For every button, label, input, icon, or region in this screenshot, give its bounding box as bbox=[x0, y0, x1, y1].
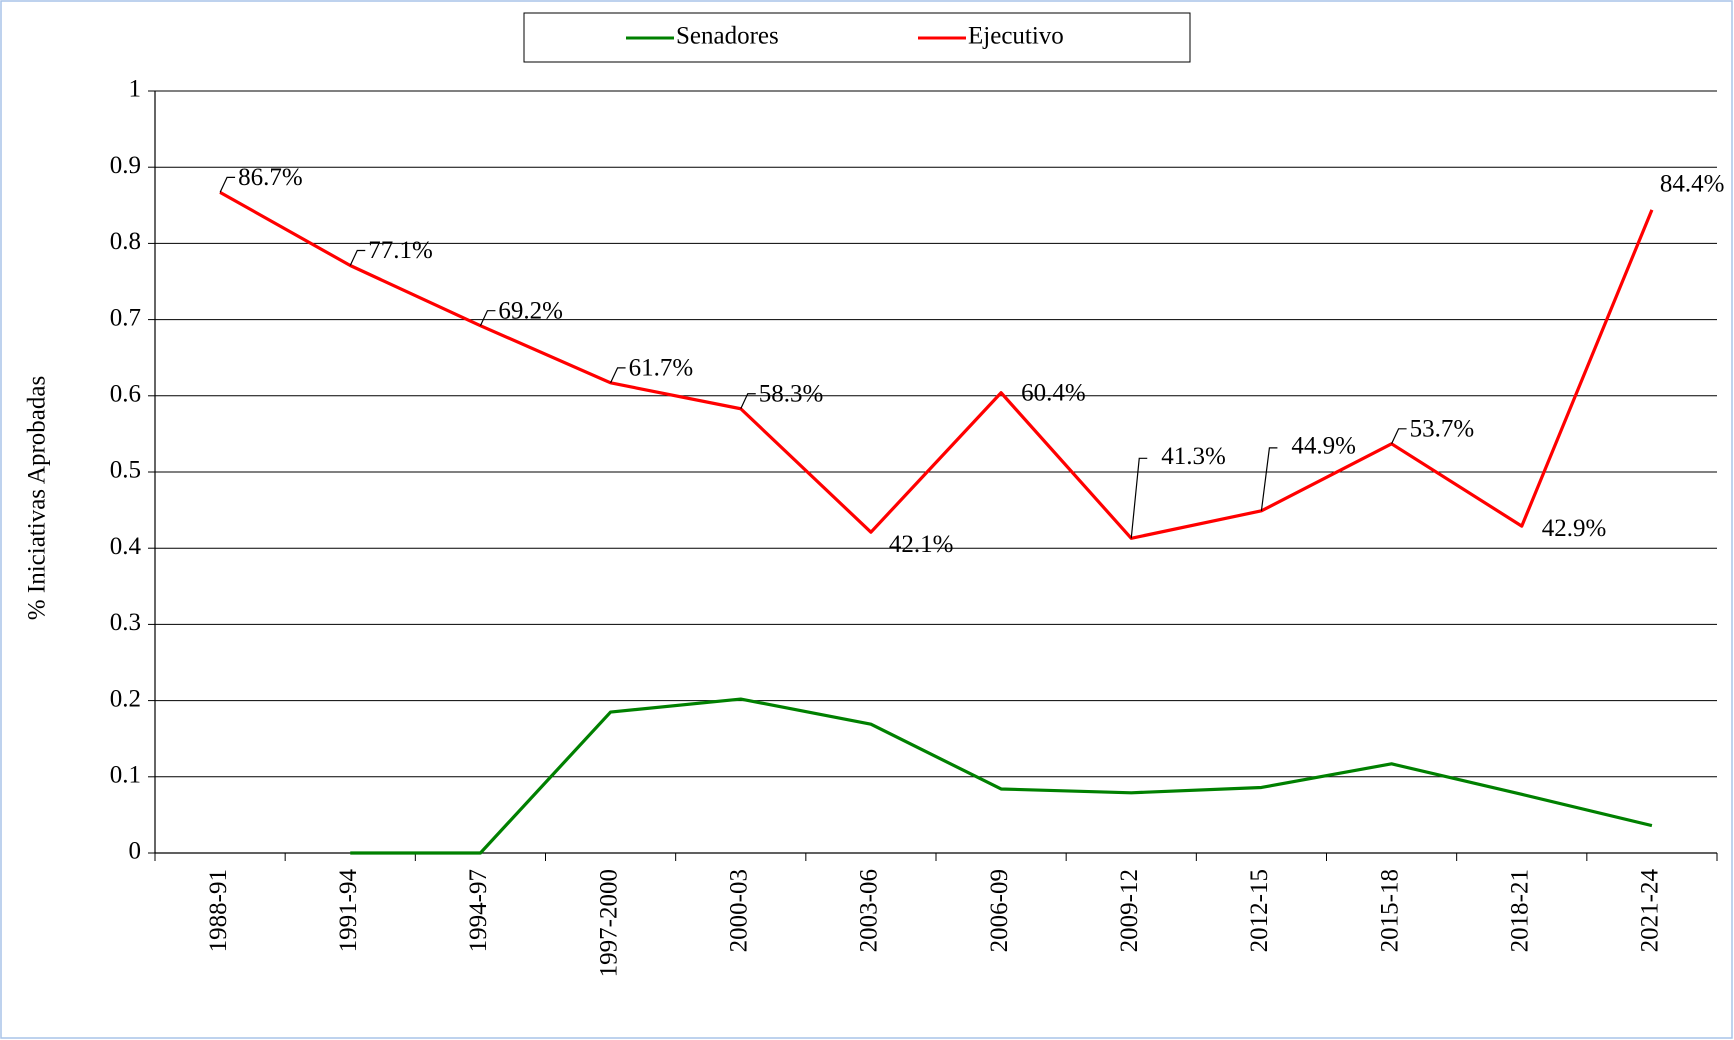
leader-line bbox=[1391, 428, 1407, 445]
data-label: 77.1% bbox=[368, 237, 433, 264]
x-tick-label: 2015-18 bbox=[1376, 869, 1403, 952]
leader-line bbox=[219, 176, 236, 193]
y-tick-label: 0.6 bbox=[110, 381, 141, 408]
line bbox=[219, 190, 1654, 540]
data-label: 41.3% bbox=[1161, 443, 1226, 470]
y-tick-label: 0.1 bbox=[110, 762, 141, 789]
leader-line bbox=[740, 393, 756, 410]
x-tick-label: 2012-15 bbox=[1246, 869, 1273, 952]
data-label: 42.9% bbox=[1542, 515, 1607, 542]
data-label: 60.4% bbox=[1021, 379, 1086, 406]
y-tick-label: 0.3 bbox=[110, 609, 141, 636]
x-tick-label: 2018-21 bbox=[1506, 869, 1533, 952]
y-tick-label: 0.4 bbox=[110, 533, 142, 560]
leader-line bbox=[610, 367, 626, 384]
x-tick-label: 2021-24 bbox=[1637, 869, 1664, 953]
data-label: 84.4% bbox=[1660, 171, 1725, 198]
leader-line bbox=[349, 249, 366, 266]
legend-label: Ejecutivo bbox=[968, 23, 1064, 50]
y-axis-label: % Iniciativas Aprobadas bbox=[24, 376, 51, 620]
legend-box bbox=[523, 12, 1191, 63]
data-label: 86.7% bbox=[238, 164, 303, 191]
y-tick-label: 0.7 bbox=[110, 304, 141, 331]
data-label: 42.1% bbox=[889, 531, 954, 558]
y-tick-label: 0.5 bbox=[110, 457, 141, 484]
y-tick-label: 0.2 bbox=[110, 685, 141, 712]
data-label: 44.9% bbox=[1291, 433, 1356, 460]
y-tick-label: 0.9 bbox=[110, 152, 141, 179]
data-label: 61.7% bbox=[629, 355, 694, 382]
data-label: 69.2% bbox=[498, 297, 563, 324]
y-tick-label: 0.8 bbox=[110, 228, 141, 255]
x-tick-label: 1988-91 bbox=[205, 869, 232, 952]
data-label: 53.7% bbox=[1410, 416, 1475, 443]
leader-line bbox=[479, 310, 496, 326]
x-tick-label: 1994-97 bbox=[465, 869, 492, 952]
data-label: 58.3% bbox=[759, 380, 824, 407]
line bbox=[350, 697, 1653, 855]
x-tick-label: 2006-09 bbox=[986, 869, 1013, 952]
x-tick-label: 2009-12 bbox=[1116, 869, 1143, 952]
x-tick-label: 2003-06 bbox=[856, 869, 883, 952]
x-tick-label: 1991-94 bbox=[335, 869, 362, 953]
y-tick-label: 0 bbox=[129, 838, 142, 865]
x-tick-label: 1997-2000 bbox=[595, 869, 622, 977]
leader-line bbox=[1130, 457, 1148, 539]
leader-line bbox=[1260, 447, 1278, 511]
y-tick-label: 1 bbox=[129, 76, 142, 103]
legend-label: Senadores bbox=[676, 23, 779, 50]
x-tick-label: 2000-03 bbox=[725, 869, 752, 952]
